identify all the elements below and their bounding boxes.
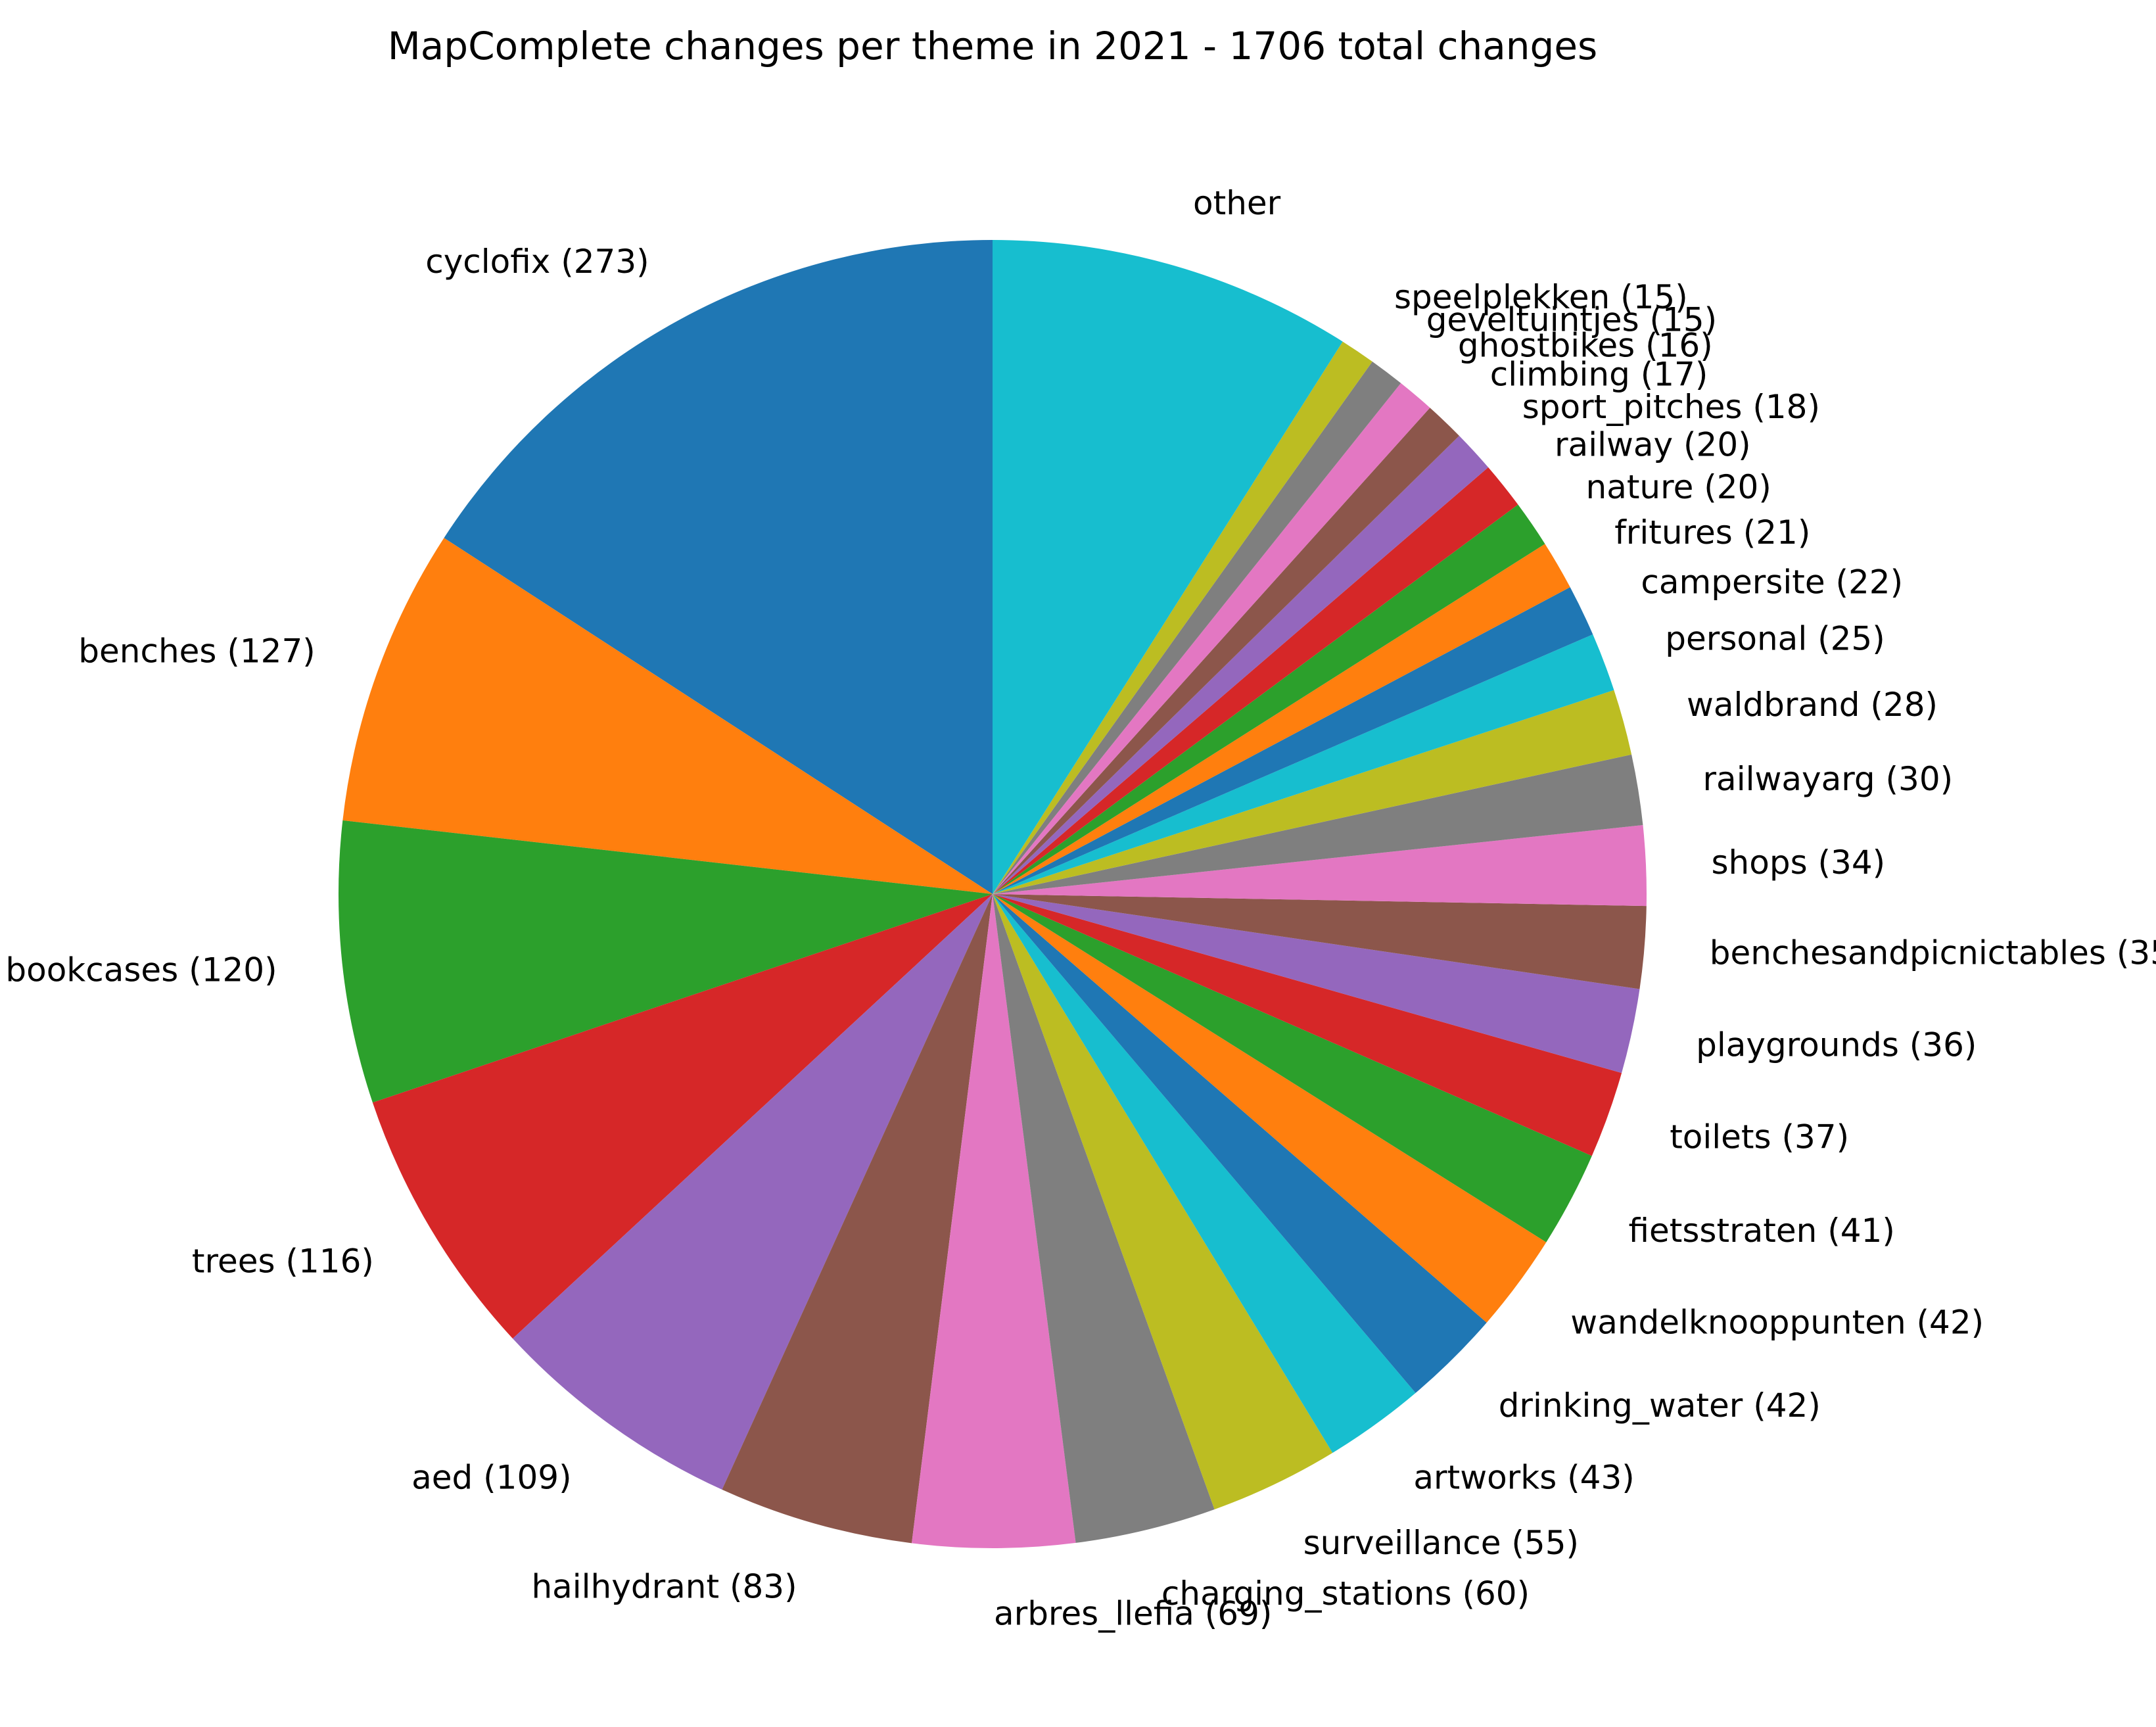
pie-label-nature: nature (20) xyxy=(1586,468,1771,506)
pie-label-campersite: campersite (22) xyxy=(1641,563,1903,602)
pie-label-arbres-llefia: arbres_llefia (69) xyxy=(994,1595,1272,1633)
pie-slice-climbing xyxy=(993,408,1459,894)
pie-slice-bookcases xyxy=(338,820,993,1103)
pie-slice-geveltuintjes xyxy=(993,361,1401,894)
pie-slice-sport-pitches xyxy=(993,435,1489,894)
pie-slice-shops xyxy=(993,825,1647,907)
pie-label-hailhydrant: hailhydrant (83) xyxy=(531,1567,797,1605)
pie-slice-cyclofix xyxy=(444,240,993,894)
pie-label-fritures: fritures (21) xyxy=(1614,513,1810,552)
pie-slice-fritures xyxy=(993,544,1570,894)
pie-label-speelplekken: speelplekken (15) xyxy=(1394,278,1688,316)
pie-label-railway: railway (20) xyxy=(1555,426,1751,464)
pie-slice-ghostbikes xyxy=(993,383,1430,894)
pie-slice-railwayarg xyxy=(993,754,1643,894)
pie-label-fietsstraten: fietsstraten (41) xyxy=(1629,1212,1895,1250)
pie-slice-personal xyxy=(993,634,1614,894)
chart-title: MapComplete changes per theme in 2021 - … xyxy=(388,24,1598,68)
pie-slice-charging-stations xyxy=(993,894,1215,1543)
pie-slice-surveillance xyxy=(993,894,1333,1509)
pie-label-drinking-water: drinking_water (42) xyxy=(1499,1386,1821,1425)
pie-label-personal: personal (25) xyxy=(1665,620,1885,658)
pie-label-other: other xyxy=(1193,184,1281,222)
pie-slice-benches xyxy=(342,538,993,894)
pie-slice-other xyxy=(993,240,1343,894)
pie-label-geveltuintjes: geveltuintjes (15) xyxy=(1426,301,1717,339)
pie-label-ghostbikes: ghostbikes (16) xyxy=(1458,326,1713,364)
pie-label-waldbrand: waldbrand (28) xyxy=(1687,686,1938,724)
pie-slice-nature xyxy=(993,504,1545,894)
pie-slice-railway xyxy=(993,467,1518,894)
pie-slice-fietsstraten xyxy=(993,894,1592,1242)
pie-slice-benchesandpicnictables xyxy=(993,894,1647,989)
pie-label-trees: trees (116) xyxy=(192,1242,374,1281)
pie-label-charging-stations: charging_stations (60) xyxy=(1161,1574,1530,1613)
pie-slice-speelplekken xyxy=(993,341,1372,894)
pie-label-toilets: toilets (37) xyxy=(1670,1118,1849,1156)
pie-slice-aed xyxy=(513,894,993,1490)
pie-label-climbing: climbing (17) xyxy=(1490,355,1708,393)
pie-label-cyclofix: cyclofix (273) xyxy=(425,243,649,281)
pie-slice-hailhydrant xyxy=(722,894,993,1544)
pie-slice-drinking-water xyxy=(993,894,1487,1393)
pie-labels: cyclofix (273) benches (127) bookcases (12… xyxy=(5,184,2156,1633)
pie-slice-waldbrand xyxy=(993,690,1632,894)
pie-label-aed: aed (109) xyxy=(411,1459,571,1497)
pie-label-benches: benches (127) xyxy=(78,632,316,671)
pie-label-surveillance: surveillance (55) xyxy=(1303,1524,1579,1562)
pie-slice-campersite xyxy=(993,587,1593,894)
pie-label-railwayarg: railwayarg (30) xyxy=(1703,760,1954,798)
pie-slice-toilets xyxy=(993,894,1622,1156)
pie-slice-arbres-llefia xyxy=(912,894,1076,1549)
pie-slice-artworks xyxy=(993,894,1416,1453)
pie-slice-wandelknooppunten xyxy=(993,894,1547,1323)
pie-label-sport-pitches: sport_pitches (18) xyxy=(1522,388,1820,426)
pie-slices xyxy=(338,240,1647,1549)
pie-slice-playgrounds xyxy=(993,894,1640,1074)
pie-slice-trees xyxy=(372,894,993,1339)
pie-label-bookcases: bookcases (120) xyxy=(5,951,277,989)
pie-label-benchesandpicnictables: benchesandpicnictables (35) xyxy=(1710,934,2156,972)
pie-label-wandelknooppunten: wandelknooppunten (42) xyxy=(1570,1304,1984,1342)
pie-label-artworks: artworks (43) xyxy=(1413,1459,1634,1497)
pie-label-playgrounds: playgrounds (36) xyxy=(1696,1026,1977,1064)
pie-label-shops: shops (34) xyxy=(1712,843,1886,882)
